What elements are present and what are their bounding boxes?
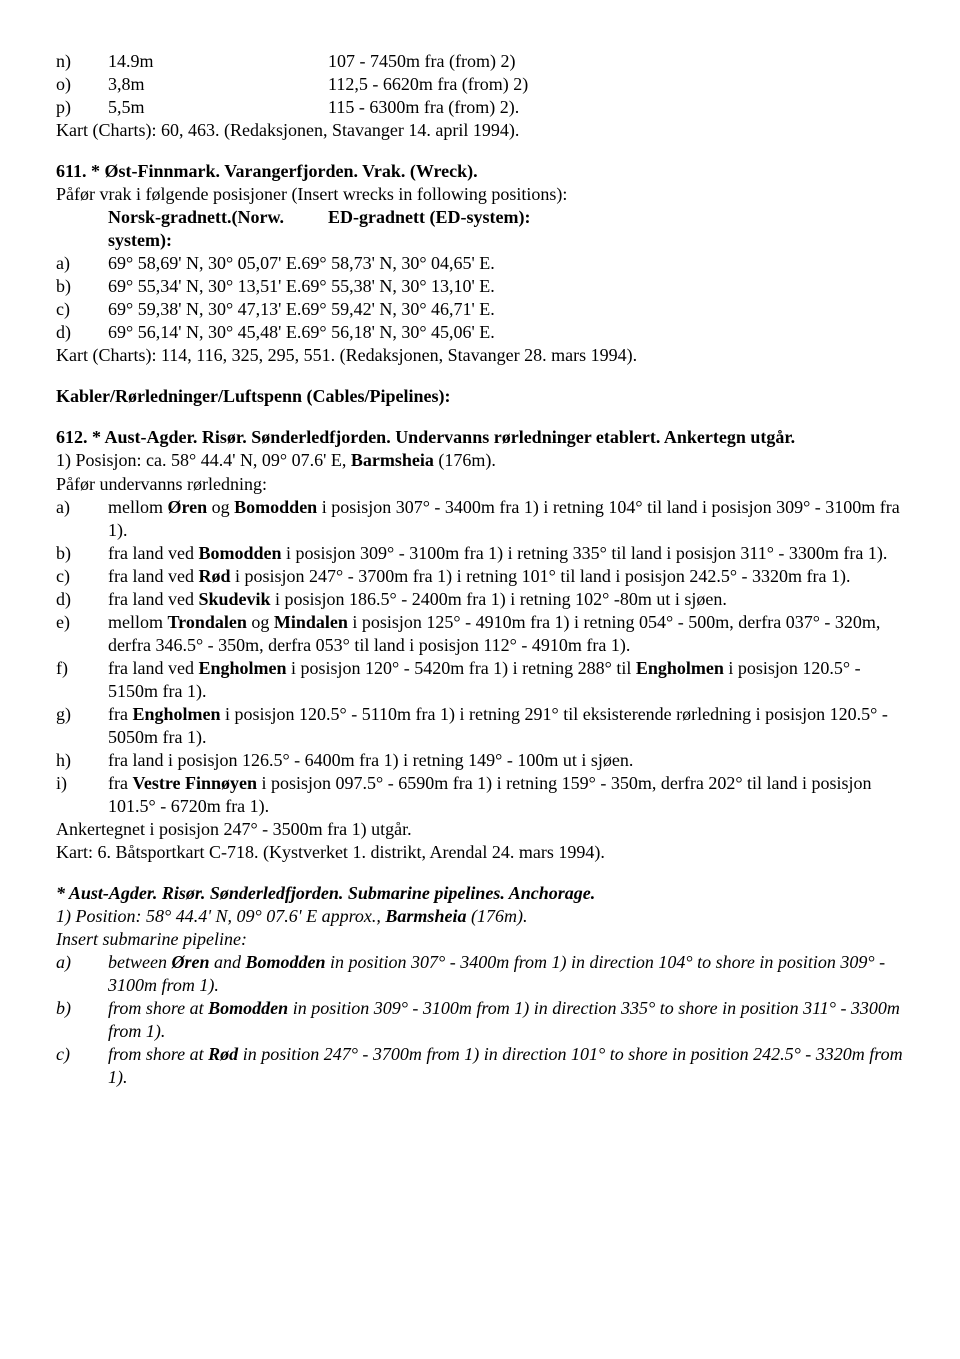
top-list: n)14.9m107 - 7450m fra (from) 2)o)3,8m11… [56, 50, 912, 119]
section-611-line: Påfør vrak i følgende posisjoner (Insert… [56, 183, 912, 206]
list-item: c)from shore at Rød in position 247° - 3… [56, 1043, 912, 1089]
section-611-header: Norsk-gradnett.(Norw. system): ED-gradne… [56, 206, 912, 252]
list-item: a)between Øren and Bomodden in position … [56, 951, 912, 997]
list-item: a)mellom Øren og Bomodden i posisjon 307… [56, 496, 912, 542]
section-611-footer: Kart (Charts): 114, 116, 325, 295, 551. … [56, 344, 912, 367]
english-title: * Aust-Agder. Risør. Sønderledfjorden. S… [56, 882, 912, 905]
top-footer: Kart (Charts): 60, 463. (Redaksjonen, St… [56, 119, 912, 142]
section-612-anker: Ankertegnet i posisjon 247° - 3500m fra … [56, 818, 912, 841]
english-items: a)between Øren and Bomodden in position … [56, 951, 912, 1089]
coord-row: b)69° 55,34' N, 30° 13,51' E.69° 55,38' … [56, 275, 912, 298]
top-list-row: o)3,8m112,5 - 6620m fra (from) 2) [56, 73, 912, 96]
section-612-title: 612. * Aust-Agder. Risør. Sønderledfjord… [56, 426, 912, 449]
section-612-items: a)mellom Øren og Bomodden i posisjon 307… [56, 496, 912, 818]
list-item: f)fra land ved Engholmen i posisjon 120°… [56, 657, 912, 703]
list-item: d)fra land ved Skudevik i posisjon 186.5… [56, 588, 912, 611]
coord-row: c)69° 59,38' N, 30° 47,13' E.69° 59,42' … [56, 298, 912, 321]
list-item: b)from shore at Bomodden in position 309… [56, 997, 912, 1043]
english-pos: 1) Position: 58° 44.4' N, 09° 07.6' E ap… [56, 905, 912, 928]
section-612-pos: 1) Posisjon: ca. 58° 44.4' N, 09° 07.6' … [56, 449, 912, 472]
section-611-title: 611. * Øst-Finnmark. Varangerfjorden. Vr… [56, 160, 912, 183]
coord-row: a)69° 58,69' N, 30° 05,07' E.69° 58,73' … [56, 252, 912, 275]
list-item: g)fra Engholmen i posisjon 120.5° - 5110… [56, 703, 912, 749]
section-611-rows: a)69° 58,69' N, 30° 05,07' E.69° 58,73' … [56, 252, 912, 344]
cables-header: Kabler/Rørledninger/Luftspenn (Cables/Pi… [56, 385, 912, 408]
list-item: e)mellom Trondalen og Mindalen i posisjo… [56, 611, 912, 657]
list-item: c)fra land ved Rød i posisjon 247° - 370… [56, 565, 912, 588]
list-item: h)fra land i posisjon 126.5° - 6400m fra… [56, 749, 912, 772]
english-sub: Insert submarine pipeline: [56, 928, 912, 951]
coord-row: d)69° 56,14' N, 30° 45,48' E.69° 56,18' … [56, 321, 912, 344]
top-list-row: n)14.9m107 - 7450m fra (from) 2) [56, 50, 912, 73]
section-612-kart: Kart: 6. Båtsportkart C-718. (Kystverket… [56, 841, 912, 864]
top-list-row: p)5,5m115 - 6300m fra (from) 2). [56, 96, 912, 119]
section-612-sub: Påfør undervanns rørledning: [56, 473, 912, 496]
list-item: b)fra land ved Bomodden i posisjon 309° … [56, 542, 912, 565]
list-item: i)fra Vestre Finnøyen i posisjon 097.5° … [56, 772, 912, 818]
